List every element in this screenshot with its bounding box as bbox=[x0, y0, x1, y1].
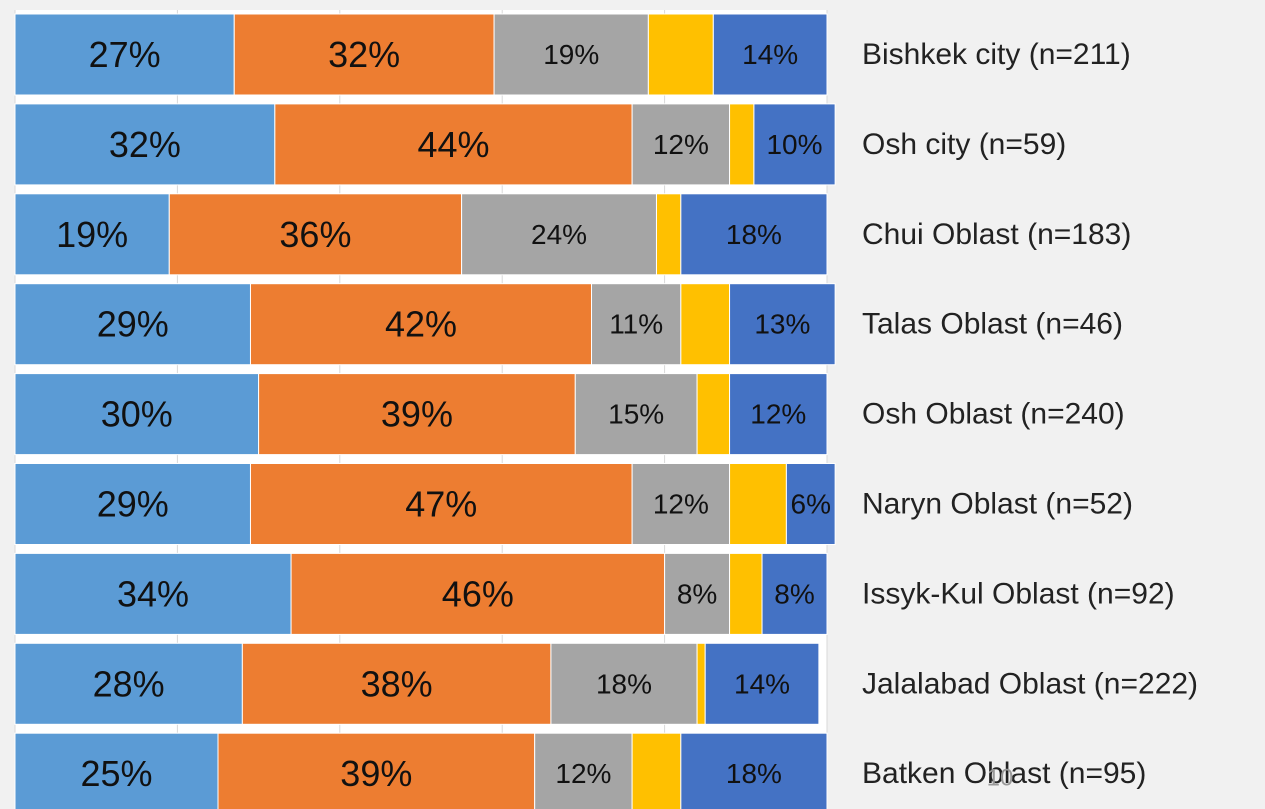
data-label: 27% bbox=[89, 34, 161, 75]
data-label: 12% bbox=[750, 399, 806, 430]
data-label: 8% bbox=[774, 578, 814, 609]
data-label: 12% bbox=[653, 129, 709, 160]
data-label: 28% bbox=[93, 663, 165, 704]
bar-segment bbox=[574, 373, 698, 456]
category-label: Jalalabad Oblast (n=222) bbox=[862, 667, 1198, 700]
category-label: Bishkek city (n=211) bbox=[862, 38, 1131, 71]
data-label: 39% bbox=[340, 753, 412, 794]
bar-segment bbox=[274, 103, 633, 186]
bar-segment bbox=[729, 103, 755, 186]
bar-segment bbox=[680, 732, 828, 809]
bar-segment bbox=[168, 193, 463, 276]
data-label: 12% bbox=[555, 758, 611, 789]
data-label: 47% bbox=[405, 484, 477, 525]
data-label: 36% bbox=[279, 214, 351, 255]
bar-segment bbox=[729, 463, 787, 545]
bar-segment bbox=[647, 13, 714, 96]
category-label: Talas Oblast (n=46) bbox=[862, 308, 1123, 341]
bar-segment bbox=[14, 642, 243, 725]
category-label: Osh Oblast (n=240) bbox=[862, 398, 1125, 431]
data-label: 12% bbox=[653, 489, 709, 520]
bar-segment bbox=[753, 103, 836, 186]
category-label: Batken Oblast (n=95) bbox=[862, 757, 1146, 790]
bar-segment bbox=[14, 283, 251, 366]
bar-segment bbox=[680, 283, 731, 366]
data-label: 19% bbox=[56, 214, 128, 255]
bar-segment bbox=[233, 13, 495, 96]
bar-segment bbox=[14, 193, 170, 276]
category-label: Chui Oblast (n=183) bbox=[862, 218, 1131, 251]
data-label: 13% bbox=[754, 309, 810, 340]
bar-segment bbox=[249, 283, 593, 366]
bar-segment bbox=[729, 283, 836, 366]
bar-segment bbox=[712, 13, 828, 96]
data-label: 32% bbox=[328, 34, 400, 75]
data-label: 34% bbox=[117, 573, 189, 614]
bar-segment bbox=[14, 463, 251, 545]
bar-segment bbox=[696, 373, 731, 456]
bar-segment bbox=[631, 463, 731, 545]
data-label: 39% bbox=[381, 394, 453, 435]
bar-segment bbox=[729, 552, 763, 635]
data-label: 29% bbox=[97, 304, 169, 345]
bar-segment bbox=[290, 552, 666, 635]
bar-segment bbox=[258, 373, 576, 456]
data-label: 24% bbox=[531, 219, 587, 250]
data-label: 14% bbox=[742, 39, 798, 70]
bar-segment bbox=[761, 552, 828, 635]
data-label: 11% bbox=[609, 309, 663, 340]
bar-segment bbox=[14, 732, 219, 809]
category-label: Issyk-Kul Oblast (n=92) bbox=[862, 577, 1175, 610]
bar-segment bbox=[680, 193, 828, 276]
data-label: 10% bbox=[766, 129, 822, 160]
bar-segment bbox=[785, 463, 836, 545]
bar-segment bbox=[241, 642, 552, 725]
data-label: 42% bbox=[385, 304, 457, 345]
bar-segment bbox=[631, 732, 682, 809]
data-label: 18% bbox=[596, 668, 652, 699]
data-label: 18% bbox=[726, 219, 782, 250]
bar-segment bbox=[631, 103, 731, 186]
data-label: 25% bbox=[80, 753, 152, 794]
bar-segment bbox=[534, 732, 633, 809]
data-label: 46% bbox=[442, 573, 514, 614]
bar-segment bbox=[493, 13, 649, 96]
bar-segment bbox=[729, 373, 828, 456]
bar-segment bbox=[704, 642, 820, 725]
data-label: 14% bbox=[734, 668, 790, 699]
bar-segment bbox=[591, 283, 682, 366]
bar-segment bbox=[14, 13, 235, 96]
bar-segment bbox=[249, 463, 633, 545]
data-label: 19% bbox=[543, 39, 599, 70]
data-label: 8% bbox=[677, 578, 717, 609]
bar-segment bbox=[14, 103, 276, 186]
data-label: 18% bbox=[726, 758, 782, 789]
data-label: 32% bbox=[109, 124, 181, 165]
data-label: 30% bbox=[101, 394, 173, 435]
bar-segment bbox=[550, 642, 698, 725]
data-label: 6% bbox=[791, 489, 831, 520]
bar-segment bbox=[217, 732, 536, 809]
data-label: 29% bbox=[97, 484, 169, 525]
bar-segment bbox=[696, 642, 706, 725]
data-label: 15% bbox=[608, 399, 664, 430]
data-label: 44% bbox=[417, 124, 489, 165]
bar-segment bbox=[655, 193, 682, 276]
data-label: 38% bbox=[361, 663, 433, 704]
category-label: Naryn Oblast (n=52) bbox=[862, 488, 1133, 521]
bar-segment bbox=[664, 552, 731, 635]
bar-segment bbox=[461, 193, 657, 276]
page-number: 10 bbox=[987, 765, 1014, 792]
bar-segment bbox=[14, 373, 260, 456]
category-label: Osh city (n=59) bbox=[862, 128, 1066, 161]
